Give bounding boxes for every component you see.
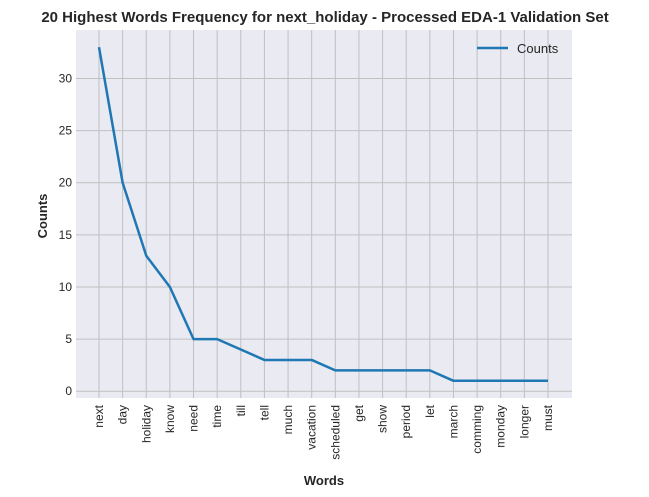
x-axis-label: Words: [304, 473, 344, 488]
y-tick-label: 10: [59, 280, 73, 294]
x-tick-label: next: [92, 404, 106, 427]
x-tick-label: get: [352, 404, 366, 421]
x-tick-label: need: [187, 405, 201, 432]
legend: Counts: [477, 41, 559, 56]
x-tick-label: let: [423, 404, 437, 417]
x-tick-label: much: [281, 405, 295, 434]
x-tick-label: time: [210, 405, 224, 428]
x-tick-label: tell: [257, 405, 271, 420]
y-tick-label: 5: [65, 332, 72, 346]
legend-label: Counts: [517, 41, 559, 56]
x-tick-label: period: [399, 405, 413, 438]
chart-title: 20 Highest Words Frequency for next_holi…: [41, 9, 608, 26]
y-tick-label: 25: [59, 124, 73, 138]
y-tick-label: 30: [59, 71, 73, 85]
x-tick-label: till: [234, 405, 248, 416]
x-tick-label: comming: [470, 405, 484, 454]
plot-area: [76, 30, 572, 398]
x-tick-label: holiday: [139, 405, 153, 443]
x-tick-label: monday: [494, 405, 508, 448]
y-tick-label: 0: [65, 384, 72, 398]
y-axis-ticks: 0 5 10 15 20 25 30: [59, 71, 73, 398]
x-tick-label: vacation: [305, 405, 319, 450]
y-tick-label: 15: [59, 228, 73, 242]
series-line-counts: [97, 46, 548, 383]
series-layer: [97, 46, 548, 383]
x-tick-label: show: [376, 405, 390, 433]
grid: [76, 30, 572, 398]
y-axis-label: Counts: [35, 194, 50, 239]
x-tick-label: scheduled: [328, 405, 342, 460]
x-tick-label: must: [541, 404, 555, 431]
x-tick-label: know: [163, 405, 177, 433]
y-tick-label: 20: [59, 176, 73, 190]
x-tick-label: longer: [517, 405, 531, 438]
x-axis-ticks: next day holiday know need time till tell much va…: [92, 404, 555, 459]
x-tick-label: day: [116, 405, 130, 424]
x-tick-label: march: [446, 405, 460, 438]
